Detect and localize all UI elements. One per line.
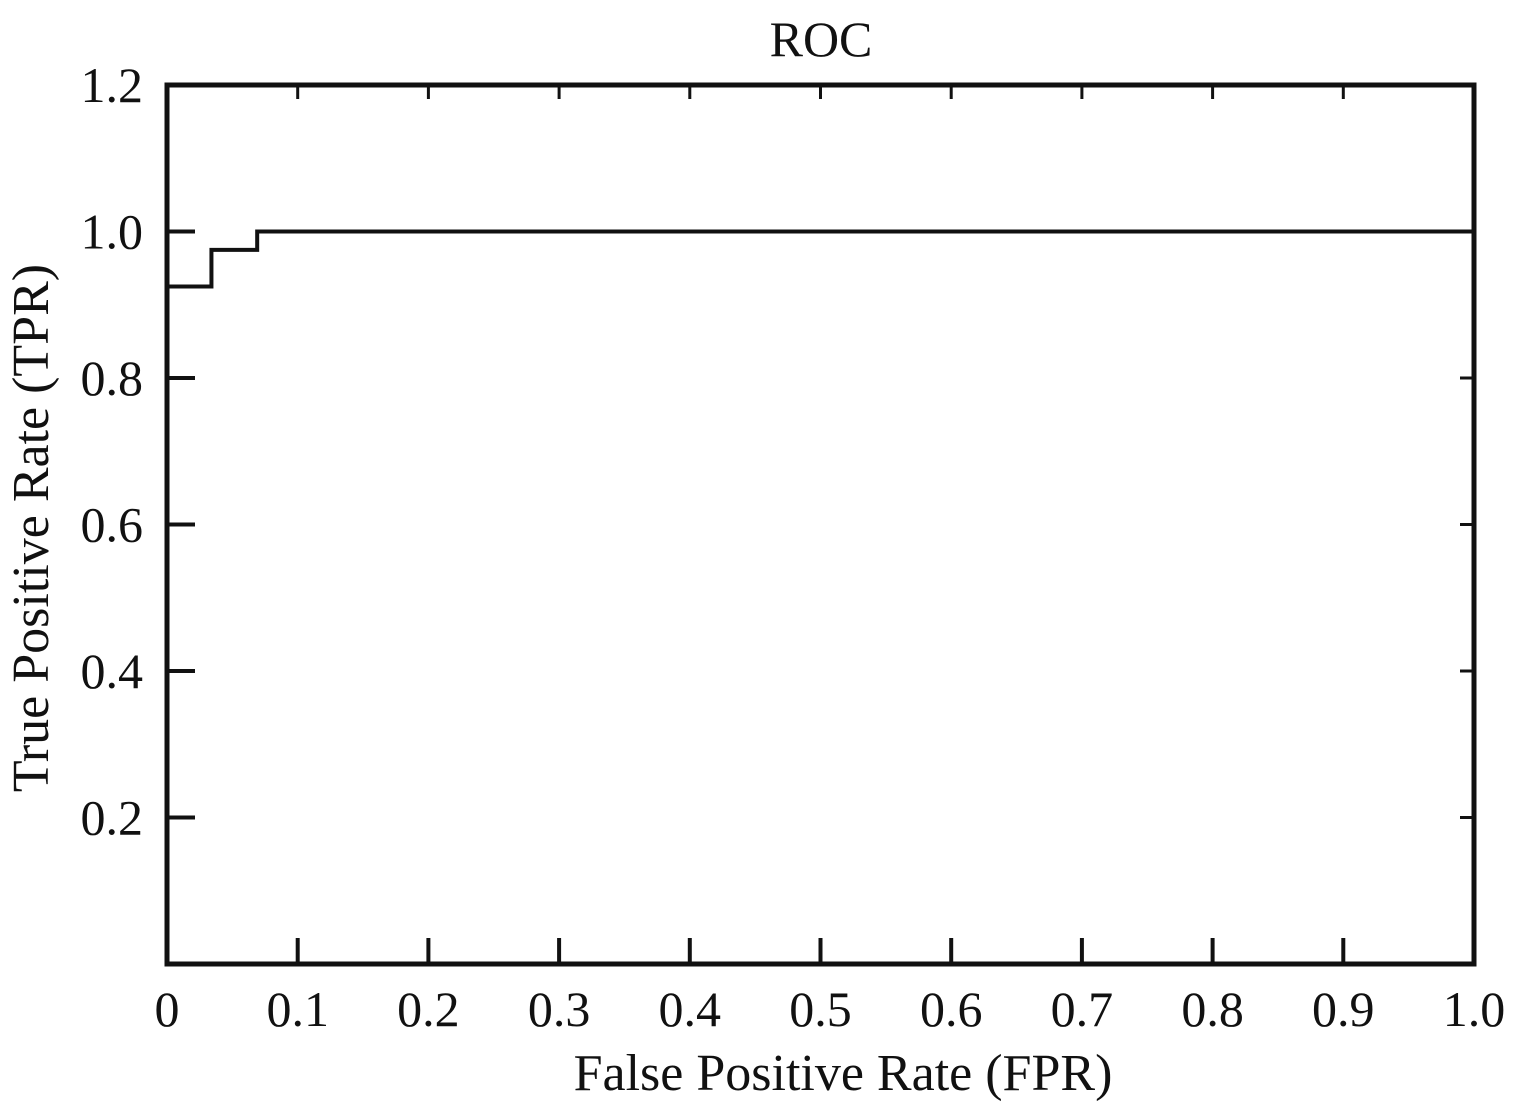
x-tick-label: 0.4 [659, 981, 722, 1037]
x-tick-label: 0.8 [1181, 981, 1244, 1037]
x-tick-label: 0.7 [1051, 981, 1114, 1037]
y-tick-label: 1.2 [81, 57, 144, 113]
series-layer [167, 229, 1474, 289]
plot-area [164, 82, 1477, 967]
x-tick-label: 1.0 [1443, 981, 1506, 1037]
y-axis: 0.2 0.4 0.6 0.8 1.0 1.2 [81, 57, 1474, 846]
x-tick-label: 0.1 [266, 981, 329, 1037]
x-axis: 0 0.1 0.2 0.3 0.4 0.5 0.6 0.7 0.8 0.9 1.0 [155, 85, 1506, 1037]
x-tick-label: 0.2 [397, 981, 460, 1037]
chart-title: ROC [770, 11, 873, 67]
x-tick-label: 0.3 [528, 981, 591, 1037]
roc-curve [167, 229, 1474, 289]
plot-frame [164, 82, 1477, 967]
x-tick-label: 0.9 [1312, 981, 1375, 1037]
y-tick-label: 0.8 [81, 350, 144, 406]
x-axis-title: False Positive Rate (FPR) [574, 1045, 1113, 1102]
x-tick-label: 0 [155, 981, 180, 1037]
x-tick-label: 0.6 [920, 981, 983, 1037]
y-tick-label: 0.6 [81, 497, 144, 553]
y-tick-label: 0.2 [81, 790, 144, 846]
x-tick-label: 0.5 [789, 981, 852, 1037]
y-tick-label: 1.0 [81, 204, 144, 260]
y-tick-label: 0.4 [81, 643, 144, 699]
y-axis-title: True Positive Rate (TPR) [3, 264, 60, 792]
